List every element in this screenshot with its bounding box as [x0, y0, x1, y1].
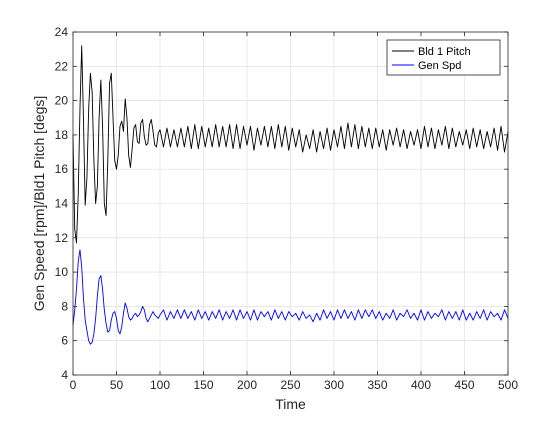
y-tick-label: 18	[55, 128, 69, 142]
grid-lines	[73, 32, 508, 375]
y-tick-label: 14	[55, 197, 69, 211]
y-tick-label: 6	[61, 334, 68, 348]
y-tick-label: 8	[61, 299, 68, 313]
x-axis-label: Time	[275, 396, 306, 412]
axis-ticks: 0 50 100 150 200 250 300 350 400 450 500 4 6 8 10 12 14 1…	[55, 25, 519, 392]
x-tick-label: 100	[150, 378, 170, 392]
y-tick-label: 24	[55, 25, 69, 39]
y-tick-label: 20	[55, 94, 69, 108]
y-tick-label: 4	[61, 368, 68, 382]
x-tick-label: 500	[498, 378, 518, 392]
series-line-bld-1-pitch	[72, 45, 509, 244]
y-axis-label: Gen Speed [rpm]/Bld1 Pitch [degs]	[31, 96, 47, 312]
x-tick-label: 200	[237, 378, 257, 392]
legend-entry-bld-1-pitch: Bld 1 Pitch	[418, 46, 471, 58]
y-tick-label: 12	[55, 231, 69, 245]
legend: Bld 1 Pitch Gen Spd	[386, 39, 501, 76]
legend-box	[386, 39, 501, 76]
legend-entry-gen-spd: Gen Spd	[418, 60, 461, 72]
series-lines	[72, 45, 509, 345]
x-tick-label: 400	[411, 378, 431, 392]
x-tick-label: 250	[280, 378, 300, 392]
x-tick-label: 350	[367, 378, 387, 392]
x-tick-label: 0	[70, 378, 77, 392]
x-tick-label: 450	[454, 378, 474, 392]
x-tick-label: 50	[110, 378, 124, 392]
y-tick-label: 16	[55, 162, 69, 176]
series-line-gen-spd	[72, 249, 509, 345]
x-tick-label: 150	[193, 378, 213, 392]
y-tick-label: 22	[55, 59, 69, 73]
y-tick-label: 10	[55, 265, 69, 279]
x-tick-label: 300	[324, 378, 344, 392]
